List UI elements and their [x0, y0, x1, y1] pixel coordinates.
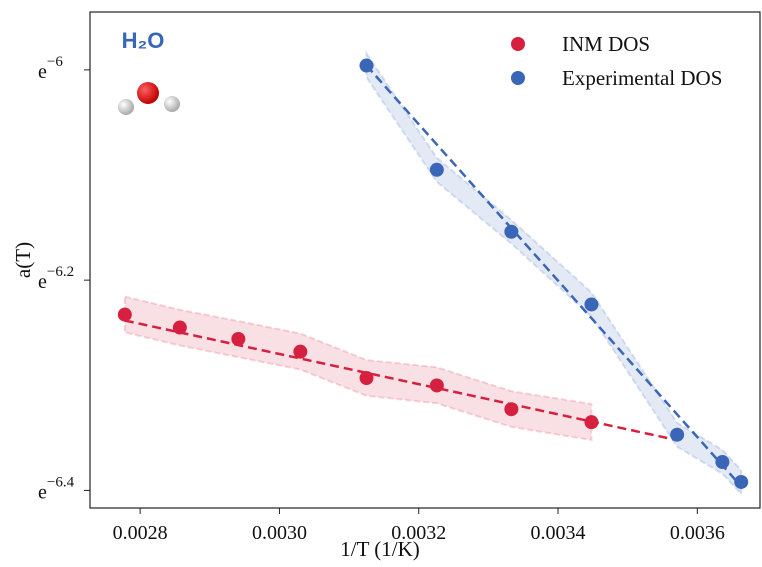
data-point [359, 371, 374, 386]
data-point [429, 162, 444, 177]
data-point [715, 455, 730, 470]
plot-frame [89, 11, 761, 509]
y-axis-label: a(T) [11, 242, 35, 278]
data-point [584, 415, 599, 430]
hydrogen-atom [164, 96, 180, 112]
data-point [231, 331, 246, 346]
data-point [117, 307, 132, 322]
legend-marker [511, 37, 525, 51]
data-point [293, 344, 308, 359]
fit-line [365, 64, 743, 488]
data-point [584, 297, 599, 312]
y-tick-label: e−6.2 [38, 264, 74, 293]
legend-label: INM DOS [562, 32, 650, 56]
uncertainty-band [123, 295, 593, 442]
data-point [172, 320, 187, 335]
x-tick-label: 0.0030 [252, 522, 307, 544]
data-point [734, 474, 749, 489]
data-point [504, 402, 519, 417]
uncertainty-band [365, 50, 743, 497]
oxygen-atom [137, 82, 159, 104]
legend-label: Experimental DOS [562, 66, 722, 90]
x-tick-label: 0.0032 [391, 522, 446, 544]
data-point [670, 427, 685, 442]
y-tick-label: e−6 [38, 54, 63, 83]
data-point [359, 58, 374, 73]
x-axis-label: 1/T (1/K) [340, 537, 420, 561]
annotation: H₂O [122, 28, 165, 53]
x-tick-label: 0.0036 [670, 522, 725, 544]
molecule-icon [118, 82, 180, 115]
hydrogen-atom [118, 99, 134, 115]
y-tick-label: e−6.4 [38, 474, 75, 503]
x-tick-label: 0.0028 [113, 522, 168, 544]
data-point [504, 224, 519, 239]
x-tick-label: 0.0034 [531, 522, 586, 544]
legend-marker [511, 71, 525, 85]
data-point [429, 378, 444, 393]
